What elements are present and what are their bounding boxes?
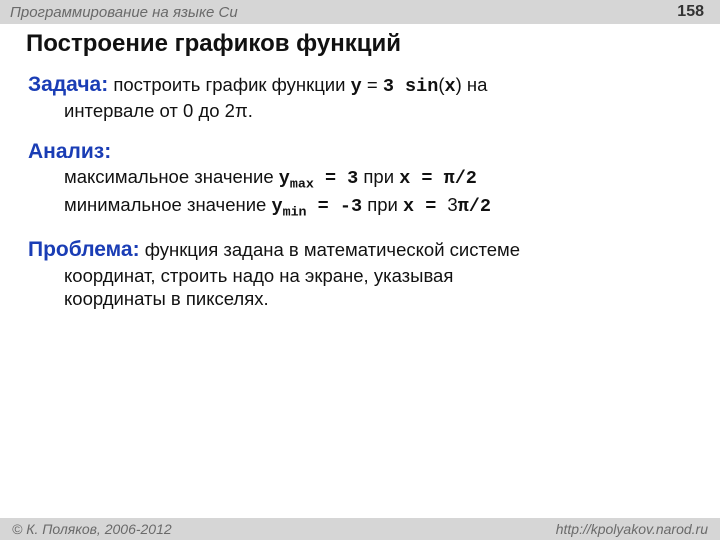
ymax-eq: = 3 <box>314 168 358 189</box>
ymin-sub: min <box>283 205 307 220</box>
ymin-pi2: π/2 <box>458 196 491 217</box>
problem-label: Проблема: <box>28 238 140 261</box>
task-after: на <box>462 74 488 95</box>
ymin-xeq-pre: = <box>414 196 447 217</box>
ymax-xeq: = π/2 <box>410 168 477 189</box>
ymin-x: x <box>403 196 414 217</box>
page-number: 158 <box>677 3 704 21</box>
min-text: минимальное значение <box>64 194 271 215</box>
task-line2: интервале от 0 до 2π. <box>28 99 692 123</box>
slide-header: Программирование на языке Си 158 <box>0 0 720 24</box>
ymax-y: y <box>279 168 290 189</box>
footer-copyright: © К. Поляков, 2006-2012 <box>12 521 172 537</box>
task-label: Задача: <box>28 73 108 96</box>
task-text-1: построить график функции <box>108 74 350 95</box>
analysis-section: Анализ: максимальное значение ymax = 3 п… <box>28 139 692 221</box>
course-title: Программирование на языке Си <box>10 4 238 21</box>
task-section: Задача: построить график функции y = 3 s… <box>28 72 692 123</box>
min-line: минимальное значение ymin = -3 при x = 3… <box>28 193 692 221</box>
ymin-y: y <box>271 196 282 217</box>
ymax-at: при <box>358 166 399 187</box>
slide-title: Построение графиков функций <box>0 24 720 68</box>
analysis-label: Анализ: <box>28 140 111 163</box>
slide-footer: © К. Поляков, 2006-2012 http://kpolyakov… <box>0 518 720 540</box>
ymin-at: при <box>362 194 403 215</box>
eq1: = <box>362 74 383 95</box>
ymin-eq: = -3 <box>307 196 363 217</box>
problem-line2: координат, строить надо на экране, указы… <box>28 264 692 288</box>
code-x: x <box>445 76 456 97</box>
problem-section: Проблема: функция задана в математическо… <box>28 237 692 311</box>
max-text: максимальное значение <box>64 166 279 187</box>
ymax-sub: max <box>290 177 314 192</box>
code-y: y <box>351 76 362 97</box>
ymax-x: x <box>399 168 410 189</box>
code-3sin: 3 sin <box>383 76 439 97</box>
footer-url: http://kpolyakov.narod.ru <box>556 521 708 537</box>
ymin-three: 3 <box>447 194 457 215</box>
slide-content: Задача: построить график функции y = 3 s… <box>0 68 720 311</box>
problem-rest: функция задана в математической системе <box>140 239 520 260</box>
max-line: максимальное значение ymax = 3 при x = π… <box>28 165 692 193</box>
problem-line3: координаты в пикселях. <box>28 287 692 311</box>
